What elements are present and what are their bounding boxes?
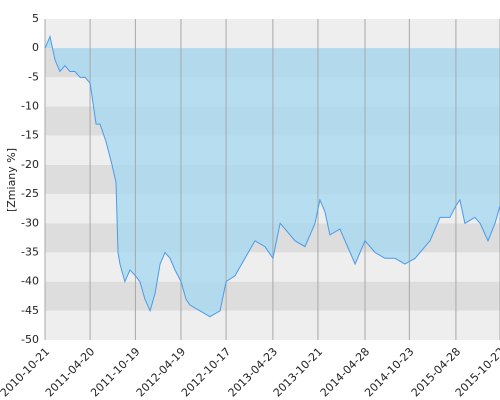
y-tick-label: -50 [21, 333, 39, 346]
y-tick-label: 0 [32, 41, 39, 54]
y-tick-label: -45 [21, 304, 39, 317]
y-axis-label: [Zmiany %] [5, 148, 18, 212]
y-tick-label: -15 [21, 129, 39, 142]
line [44, 34, 500, 318]
y-tick-label: 5 [32, 12, 39, 25]
y-tick-label: -10 [21, 100, 39, 113]
y-tick-label: -20 [21, 158, 39, 171]
y-tick-label: -30 [21, 216, 39, 229]
y-tick-label: -35 [21, 245, 39, 258]
y-tick-label: -40 [21, 275, 39, 288]
y-tick-label: -5 [28, 70, 39, 83]
y-tick-label: -25 [21, 187, 39, 200]
